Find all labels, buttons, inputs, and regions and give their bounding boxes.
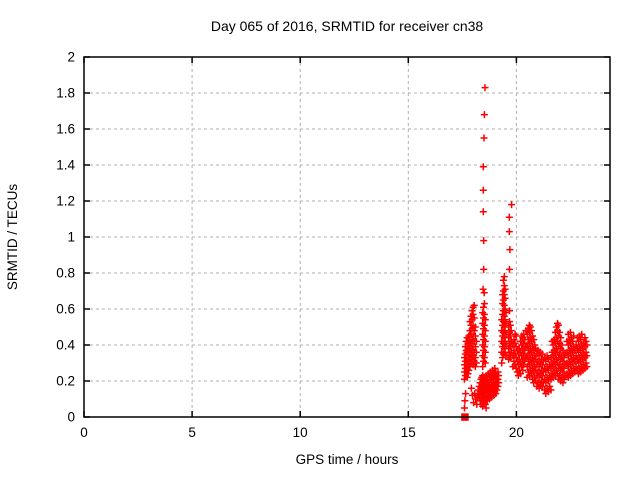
- x-tick-label: 10: [293, 425, 308, 440]
- y-tick-label: 0.6: [56, 302, 75, 317]
- y-axis-label: SRMTID / TECUs: [5, 184, 20, 291]
- y-tick-label: 0: [67, 410, 75, 425]
- y-tick-label: 1: [67, 230, 75, 245]
- x-tick-label: 5: [188, 425, 196, 440]
- axes-border: [83, 56, 611, 418]
- y-tick-label: 2: [67, 50, 75, 65]
- chart-title: Day 065 of 2016, SRMTID for receiver cn3…: [211, 18, 484, 34]
- y-tick-label: 1.4: [56, 158, 75, 173]
- chart-generated-layer: 0 5 10 15 20 0 0.2 0.4 0.6 0.8 1 1.2 1.4 1.6 1.8 2: [56, 50, 611, 441]
- y-tick-label: 0.8: [56, 266, 75, 281]
- y-tick-label: 0.2: [56, 374, 75, 389]
- x-tick-label: 15: [401, 425, 416, 440]
- data-points: [461, 84, 591, 421]
- x-axis-label: GPS time / hours: [296, 452, 399, 467]
- x-tick-label: 20: [509, 425, 524, 440]
- tick-labels: 0 5 10 15 20 0 0.2 0.4 0.6 0.8 1 1.2 1.4 1.6 1.8 2: [56, 50, 524, 441]
- y-tick-label: 1.8: [56, 86, 75, 101]
- gridlines: [84, 57, 610, 417]
- y-tick-label: 1.2: [56, 194, 75, 209]
- y-tick-label: 1.6: [56, 122, 75, 137]
- x-tick-label: 0: [80, 425, 88, 440]
- y-tick-label: 0.4: [56, 338, 75, 353]
